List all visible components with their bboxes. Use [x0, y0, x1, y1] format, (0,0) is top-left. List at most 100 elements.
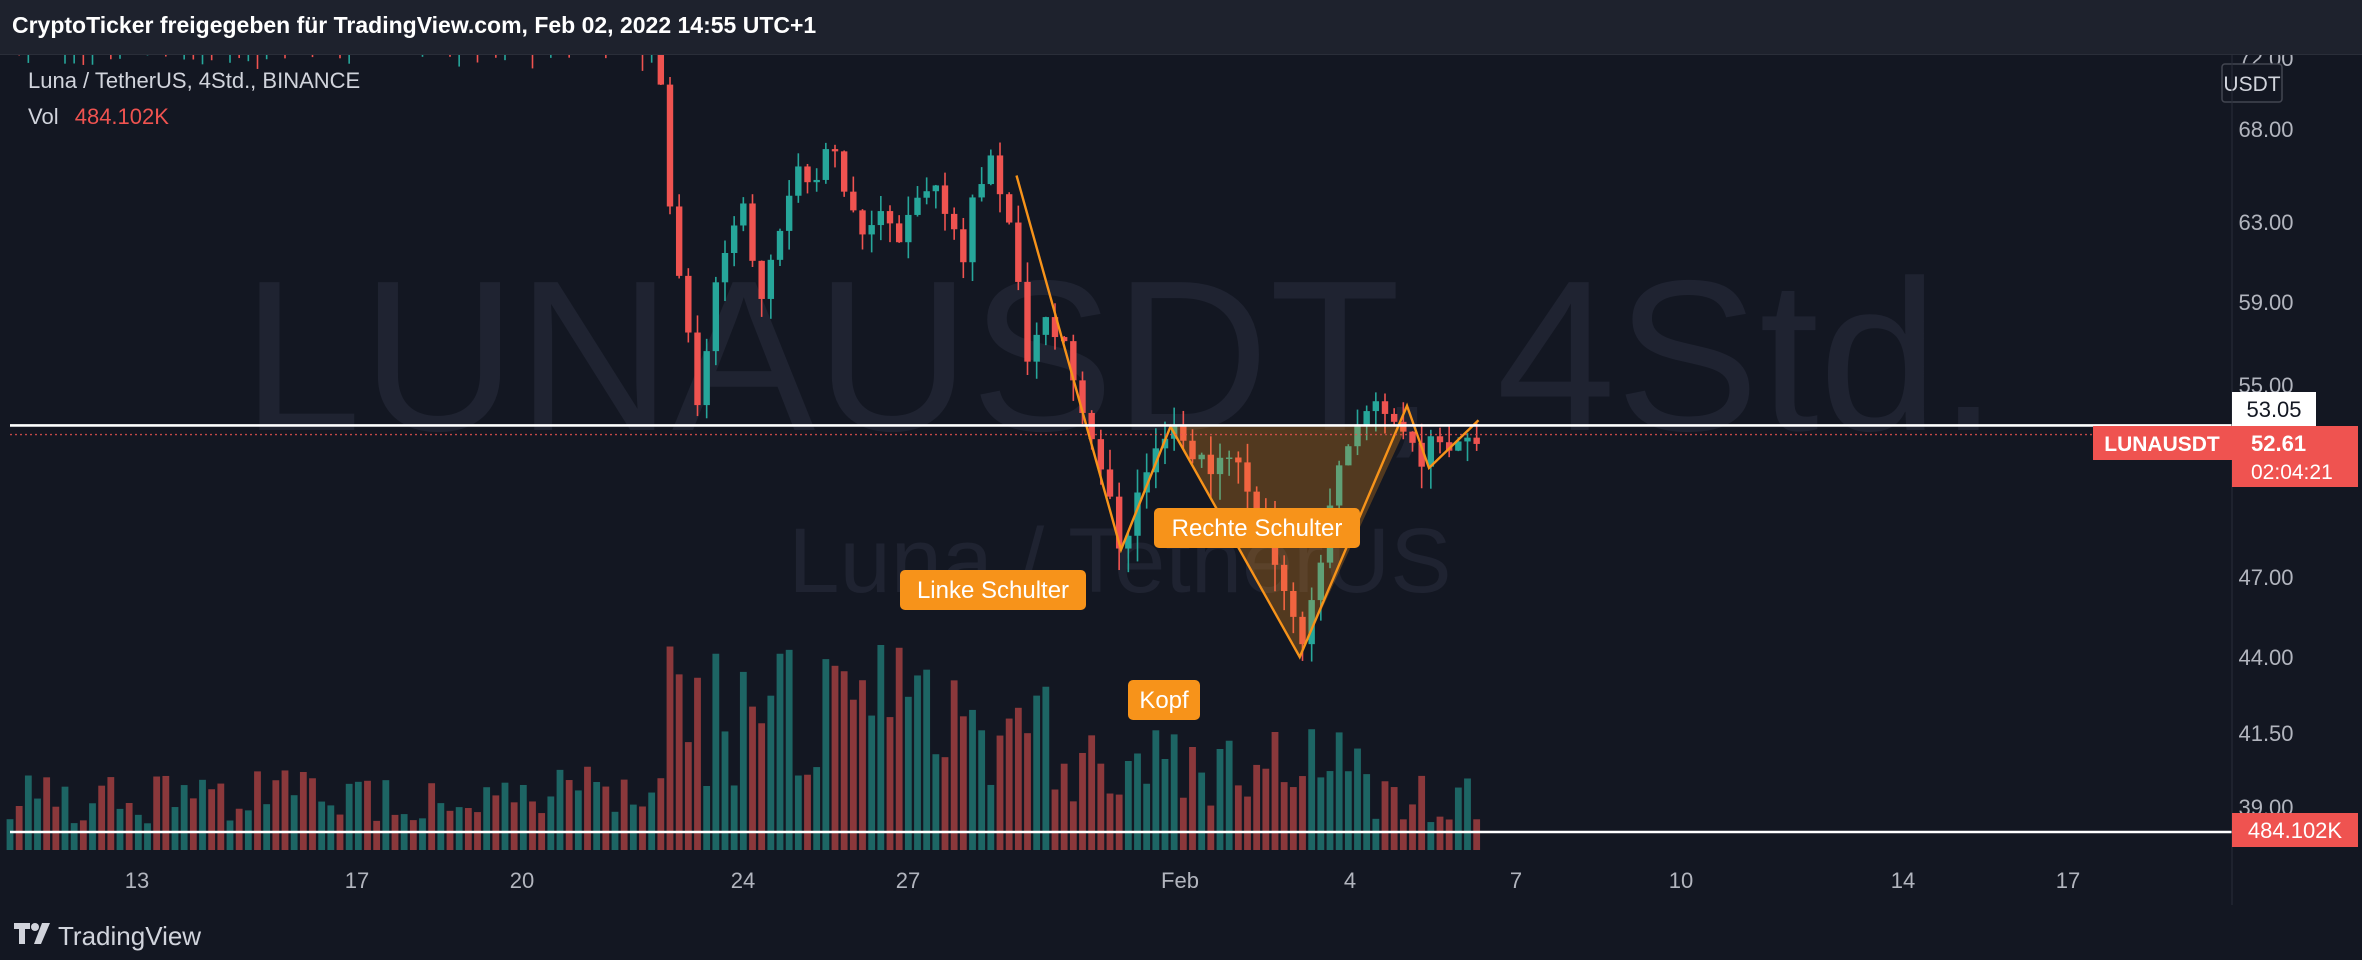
volume-bar [1106, 793, 1114, 850]
pattern-label-box [1128, 680, 1200, 720]
volume-bar [648, 792, 656, 850]
volume-bar [208, 789, 216, 850]
time-tick-label: 13 [125, 868, 149, 893]
candle-body [1363, 411, 1370, 427]
candle-body [1143, 472, 1150, 493]
volume-bar [1464, 778, 1471, 850]
volume-legend[interactable]: Vol 484.102K [28, 104, 169, 130]
pattern-label-box [900, 570, 1086, 610]
volume-bar [1069, 801, 1077, 850]
volume-bar [153, 776, 161, 850]
price-tick-label: 41.50 [2238, 721, 2293, 746]
time-tick-label: 27 [896, 868, 920, 893]
volume-bar [6, 819, 14, 850]
candle-body [1207, 454, 1215, 475]
volume-bar [868, 715, 876, 850]
volume-bar [1326, 771, 1334, 850]
volume-bar [382, 780, 390, 850]
candle-body [1005, 194, 1013, 223]
volume-bar [1381, 781, 1389, 850]
volume-bar [886, 717, 894, 850]
symbol-legend[interactable]: Luna / TetherUS, 4Std., BINANCE [28, 68, 360, 94]
volume-bar [712, 653, 720, 850]
candle-body [813, 179, 820, 183]
volume-bar [364, 780, 371, 850]
candle-body [1244, 462, 1251, 492]
volume-bar [822, 659, 830, 850]
volume-bar [1308, 729, 1316, 850]
volume-legend-label: Vol [28, 104, 59, 129]
candle-body [1427, 436, 1435, 467]
volume-bar [1409, 804, 1416, 850]
volume-bar [162, 775, 170, 850]
volume-bar [107, 777, 115, 850]
candle-body [1308, 600, 1315, 645]
volume-bar [1262, 768, 1270, 850]
candle-body [840, 151, 848, 192]
candle-body [1335, 465, 1343, 506]
volume-bar [492, 795, 500, 850]
time-tick-label: 20 [510, 868, 534, 893]
volume-bar [409, 820, 417, 850]
volume-bar [1134, 753, 1141, 850]
volume-bar [318, 801, 326, 850]
volume-bar [1161, 758, 1169, 850]
candle-body [1354, 426, 1361, 447]
volume-bar [1170, 734, 1178, 850]
candle-body [905, 214, 912, 243]
volume-bar [941, 757, 949, 850]
volume-bar [1097, 763, 1105, 850]
volume-bar [584, 766, 591, 850]
candle-body [795, 166, 802, 196]
volume-bar [43, 777, 51, 850]
volume-bar [1079, 752, 1086, 850]
volume-bar [34, 798, 41, 850]
volume-bars [6, 645, 1481, 850]
candle-body [1198, 454, 1205, 460]
time-axis: 13 17 20 24 27 Feb 4 7 10 14 17 [125, 868, 2080, 893]
candle-body [804, 166, 811, 183]
candle-body [1033, 334, 1040, 362]
volume-bar [758, 723, 766, 850]
volume-bar [419, 818, 426, 850]
candle-body [987, 155, 995, 185]
volume-bar [281, 770, 289, 850]
volume-bar [1390, 787, 1398, 850]
volume-bar [199, 779, 206, 850]
tradingview-logo-icon [14, 923, 50, 944]
candle-body [996, 155, 1004, 195]
volume-bar [1244, 796, 1251, 850]
candle-body [1024, 281, 1031, 362]
candle-body [969, 197, 976, 263]
candle-body [1436, 436, 1444, 443]
header-title: CryptoTicker freigegeben für TradingView… [12, 12, 817, 38]
volume-bar [730, 785, 738, 850]
candle-body [1418, 442, 1425, 467]
volume-bar [1399, 819, 1407, 850]
candle-body [758, 260, 765, 299]
volume-bar [290, 795, 298, 850]
volume-bar [1335, 732, 1343, 850]
volume-bar [309, 778, 316, 850]
candle-body [932, 185, 940, 192]
time-tick-label: 17 [2056, 868, 2080, 893]
volume-bar [1280, 782, 1288, 850]
volume-bar [464, 808, 472, 850]
volume-bar [70, 823, 78, 850]
candle-body [776, 230, 784, 260]
volume-bar [556, 769, 564, 850]
candle-body [886, 211, 894, 224]
volume-bar [254, 771, 261, 850]
volume-bar [593, 782, 601, 850]
currency-label: USDT [2223, 73, 2280, 96]
candle-body [740, 203, 747, 226]
volume-bar [675, 674, 683, 850]
last-price-box [2232, 426, 2358, 487]
candle-body [685, 275, 692, 333]
candle-body [1290, 590, 1297, 617]
candle-body [1345, 446, 1352, 466]
currency-badge [2221, 63, 2283, 103]
volume-bar [1216, 749, 1224, 850]
volume-bar [483, 787, 491, 850]
